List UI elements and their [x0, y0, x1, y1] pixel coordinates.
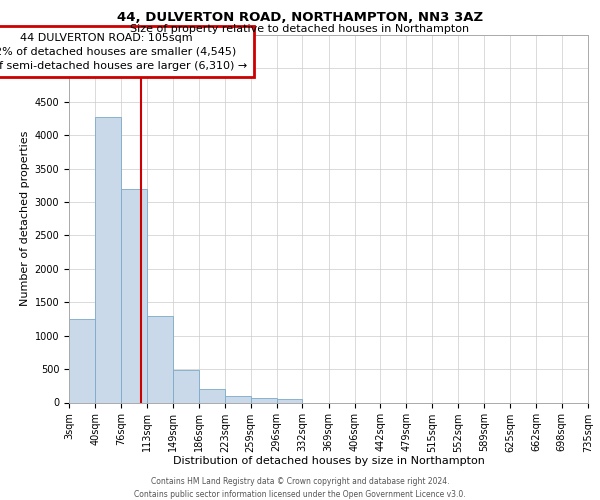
X-axis label: Distribution of detached houses by size in Northampton: Distribution of detached houses by size … [173, 456, 484, 466]
Bar [199, 389, 225, 402]
Bar [277, 399, 302, 402]
Bar [121, 188, 147, 402]
Bar [95, 116, 121, 403]
Bar [225, 396, 251, 402]
Bar [173, 370, 199, 402]
Text: Contains HM Land Registry data © Crown copyright and database right 2024.
Contai: Contains HM Land Registry data © Crown c… [134, 478, 466, 499]
Bar [69, 319, 95, 402]
Y-axis label: Number of detached properties: Number of detached properties [20, 131, 31, 306]
Text: 44 DULVERTON ROAD: 105sqm
← 42% of detached houses are smaller (4,545)
58% of se: 44 DULVERTON ROAD: 105sqm ← 42% of detac… [0, 32, 247, 70]
Bar [251, 398, 277, 402]
Bar [147, 316, 173, 402]
Text: 44, DULVERTON ROAD, NORTHAMPTON, NN3 3AZ: 44, DULVERTON ROAD, NORTHAMPTON, NN3 3AZ [117, 11, 483, 24]
Text: Size of property relative to detached houses in Northampton: Size of property relative to detached ho… [130, 24, 470, 34]
